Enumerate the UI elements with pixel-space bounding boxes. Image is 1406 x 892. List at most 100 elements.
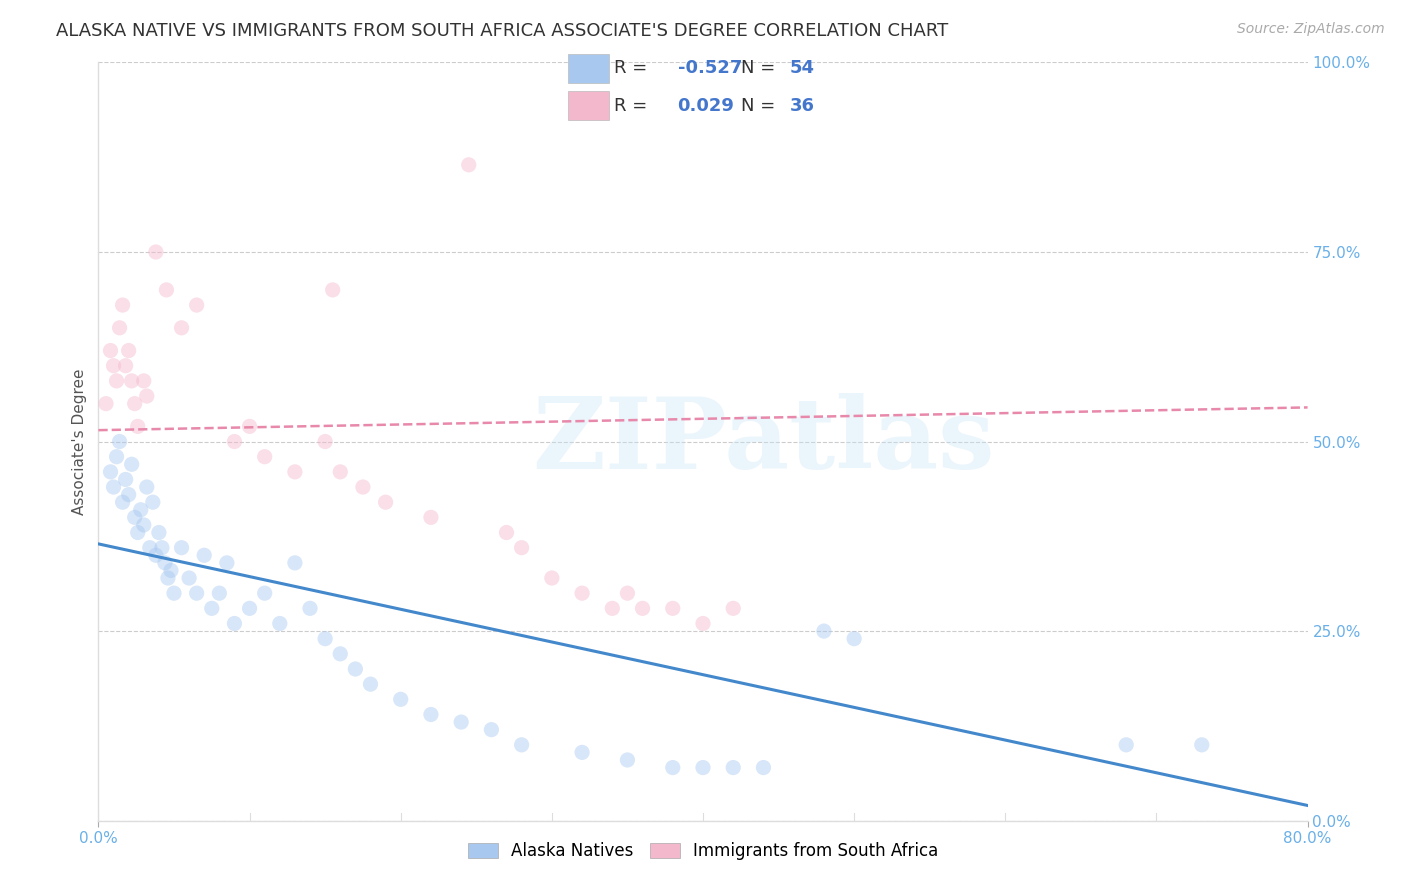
Point (135, 389, 157, 403)
Point (170, 320, 193, 334)
Point (124, 396, 146, 410)
Point (322, 283, 344, 297)
Point (201, 601, 224, 615)
Point (253, 450, 276, 464)
Point (150, 541, 173, 555)
Text: 54: 54 (790, 60, 815, 78)
Point (420, 707, 443, 722)
Point (723, 760, 745, 774)
Point (139, 541, 162, 555)
Point (145, 244, 167, 259)
Point (121, 374, 143, 388)
Point (661, 760, 683, 774)
Point (179, 571, 201, 585)
Point (284, 556, 307, 570)
Point (540, 571, 562, 585)
Point (148, 525, 170, 540)
Text: 0.029: 0.029 (678, 96, 734, 114)
Point (284, 465, 307, 479)
Point (616, 586, 638, 600)
Point (163, 586, 186, 600)
Text: N =: N = (741, 60, 780, 78)
Point (127, 525, 149, 540)
Text: -0.527: -0.527 (678, 60, 742, 78)
Point (495, 525, 517, 540)
Y-axis label: Associate's Degree: Associate's Degree (72, 368, 87, 515)
Point (253, 586, 276, 600)
FancyBboxPatch shape (568, 54, 609, 83)
Legend: Alaska Natives, Immigrants from South Africa: Alaska Natives, Immigrants from South Af… (461, 836, 945, 867)
Point (170, 541, 193, 555)
FancyBboxPatch shape (568, 91, 609, 120)
Text: 36: 36 (790, 96, 815, 114)
Point (145, 548, 167, 563)
Point (224, 616, 246, 631)
Point (103, 359, 125, 373)
Point (160, 564, 183, 578)
Point (602, 601, 624, 615)
Point (100, 343, 122, 358)
Point (155, 283, 177, 297)
Point (374, 495, 396, 509)
Point (571, 586, 593, 600)
Point (616, 753, 638, 767)
Point (103, 480, 125, 494)
Point (571, 746, 593, 760)
Point (389, 692, 412, 706)
Point (752, 760, 775, 774)
Point (153, 556, 176, 570)
Point (132, 374, 155, 388)
Text: Source: ZipAtlas.com: Source: ZipAtlas.com (1237, 22, 1385, 37)
Point (111, 495, 134, 509)
Point (723, 601, 745, 615)
Point (156, 571, 179, 585)
Point (1191, 738, 1213, 752)
Point (420, 510, 443, 524)
Point (105, 450, 128, 464)
Point (114, 473, 136, 487)
Point (299, 601, 322, 615)
Point (510, 541, 533, 555)
Point (111, 298, 134, 312)
Point (108, 434, 131, 449)
Point (844, 632, 866, 646)
Point (344, 662, 367, 676)
Point (314, 632, 336, 646)
Point (360, 677, 382, 691)
Point (186, 298, 208, 312)
Point (481, 723, 503, 737)
Point (269, 616, 291, 631)
Point (118, 343, 141, 358)
Point (314, 434, 336, 449)
Point (142, 495, 165, 509)
Point (1115, 738, 1137, 752)
Point (813, 624, 835, 639)
Point (193, 548, 215, 563)
Point (105, 374, 128, 388)
Text: R =: R = (614, 96, 654, 114)
Point (692, 616, 714, 631)
Text: N =: N = (741, 96, 780, 114)
Point (661, 601, 683, 615)
Point (215, 556, 238, 570)
Point (186, 586, 208, 600)
Point (132, 517, 155, 532)
Text: ALASKA NATIVE VS IMMIGRANTS FROM SOUTH AFRICA ASSOCIATE'S DEGREE CORRELATION CHA: ALASKA NATIVE VS IMMIGRANTS FROM SOUTH A… (56, 22, 949, 40)
Point (329, 647, 352, 661)
Point (94, 396, 117, 410)
Point (124, 510, 146, 524)
Point (631, 601, 654, 615)
Point (118, 487, 141, 501)
Point (224, 434, 246, 449)
Point (208, 586, 231, 600)
Text: R =: R = (614, 60, 654, 78)
Point (692, 760, 714, 774)
Point (100, 465, 122, 479)
Point (239, 601, 262, 615)
Text: ZIPatlas: ZIPatlas (533, 393, 994, 490)
Point (127, 419, 149, 434)
Point (457, 158, 479, 172)
Point (329, 465, 352, 479)
Point (114, 359, 136, 373)
Point (121, 458, 143, 472)
